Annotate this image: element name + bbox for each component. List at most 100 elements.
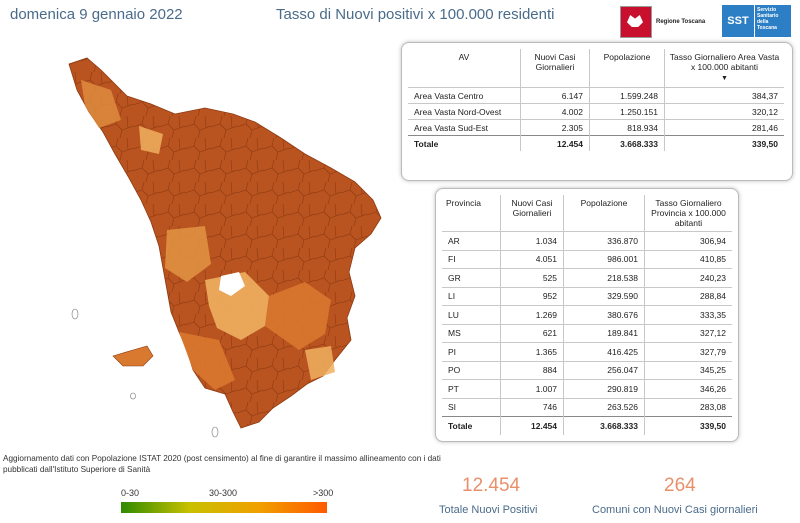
prov-casi: 525 bbox=[500, 268, 564, 287]
av-total-pop: 3.668.333 bbox=[589, 135, 665, 151]
prov-total-name: Totale bbox=[442, 416, 501, 435]
prov-tasso: 346,26 bbox=[644, 379, 732, 398]
prov-header-casi[interactable]: Nuovi Casi Giornalieri bbox=[500, 195, 564, 232]
legend-mid-label: 30-300 bbox=[209, 488, 238, 498]
table-row[interactable]: LI 952 329.590 288,84 bbox=[442, 286, 732, 306]
av-tasso: 384,37 bbox=[664, 87, 784, 104]
table-row[interactable]: AR 1.034 336.870 306,94 bbox=[442, 231, 732, 250]
prov-pop: 329.590 bbox=[563, 286, 645, 306]
table-row[interactable]: PI 1.365 416.425 327,79 bbox=[442, 342, 732, 361]
prov-pop: 336.870 bbox=[563, 231, 645, 250]
kpi-comuni-label: Comuni con Nuovi Casi giornalieri bbox=[592, 504, 758, 516]
table-row[interactable]: FI 4.051 986.001 410,85 bbox=[442, 249, 732, 269]
av-header-casi[interactable]: Nuovi Casi Giornalieri bbox=[520, 49, 590, 88]
av-name: Area Vasta Sud-Est bbox=[408, 119, 521, 136]
island-capraia bbox=[71, 308, 79, 320]
table-total-row: Totale 12.454 3.668.333 339,50 bbox=[408, 135, 784, 151]
mid-area-north bbox=[81, 80, 121, 128]
mid-area-livorno bbox=[165, 226, 211, 282]
prov-total-tasso: 339,50 bbox=[644, 416, 732, 435]
prov-name: FI bbox=[442, 249, 501, 269]
prov-tasso: 240,23 bbox=[644, 268, 732, 287]
prov-name: MS bbox=[442, 323, 501, 343]
kpi-comuni-value: 264 bbox=[664, 475, 696, 496]
av-name: Area Vasta Centro bbox=[408, 87, 521, 104]
legend-high-label: >300 bbox=[313, 488, 334, 498]
prov-casi: 746 bbox=[500, 397, 564, 417]
prov-header-provincia[interactable]: Provincia bbox=[446, 198, 481, 208]
table-row[interactable]: GR 525 218.538 240,23 bbox=[442, 268, 732, 287]
prov-tasso: 345,25 bbox=[644, 360, 732, 380]
area-vasta-table: AV Nuovi Casi Giornalieri Popolazione Ta… bbox=[408, 49, 784, 151]
av-casi: 6.147 bbox=[520, 87, 590, 104]
data-update-note: Aggiornamento dati con Popolazione ISTAT… bbox=[3, 454, 441, 474]
prov-casi: 952 bbox=[500, 286, 564, 306]
area-vasta-table-card: AV Nuovi Casi Giornalieri Popolazione Ta… bbox=[401, 42, 793, 181]
prov-pop: 416.425 bbox=[563, 342, 645, 361]
kpi-total-positivi-value: 12.454 bbox=[462, 475, 521, 496]
prov-casi: 1.365 bbox=[500, 342, 564, 361]
prov-name: LI bbox=[442, 286, 501, 306]
av-header-tasso[interactable]: Tasso Giornaliero Area Vasta x 100.000 a… bbox=[664, 49, 784, 88]
table-row[interactable]: Area Vasta Sud-Est 2.305 818.934 281,46 bbox=[408, 119, 784, 136]
av-total-tasso: 339,50 bbox=[664, 135, 784, 151]
table-row[interactable]: MS 621 189.841 327,12 bbox=[442, 323, 732, 343]
light-area-lucca bbox=[139, 126, 163, 154]
prov-casi: 1.269 bbox=[500, 305, 564, 324]
prov-name: SI bbox=[442, 397, 501, 417]
prov-name: LU bbox=[442, 305, 501, 324]
prov-pop: 263.526 bbox=[563, 397, 645, 417]
tuscany-choropleth-map[interactable] bbox=[55, 50, 395, 445]
av-header-tasso-label: Tasso Giornaliero Area Vasta x 100.000 a… bbox=[669, 52, 780, 72]
island-giglio bbox=[211, 426, 219, 438]
prov-casi: 621 bbox=[500, 323, 564, 343]
island-elba bbox=[112, 345, 154, 367]
table-row[interactable]: LU 1.269 380.676 333,35 bbox=[442, 305, 732, 324]
mid-area-siena bbox=[265, 282, 331, 350]
legend-low-label: 0-30 bbox=[121, 488, 140, 498]
prov-pop: 290.819 bbox=[563, 379, 645, 398]
prov-header-tasso[interactable]: Tasso Giornaliero Provincia x 100.000 ab… bbox=[644, 195, 732, 232]
sst-logo-text: Servizio Sanitario della Toscana bbox=[755, 5, 791, 37]
map-hole bbox=[219, 272, 245, 296]
prov-header-pop[interactable]: Popolazione bbox=[563, 195, 645, 232]
av-tasso: 281,46 bbox=[664, 119, 784, 136]
prov-tasso: 306,94 bbox=[644, 231, 732, 250]
table-row[interactable]: Area Vasta Centro 6.147 1.599.248 384,37 bbox=[408, 87, 784, 104]
av-pop: 1.250.151 bbox=[589, 103, 665, 120]
provincia-table-card: Provincia Nuovi Casi Giornalieri Popolaz… bbox=[435, 188, 739, 442]
page-title: Tasso di Nuovi positivi x 100.000 reside… bbox=[276, 6, 555, 23]
prov-name: PO bbox=[442, 360, 501, 380]
prov-casi: 1.007 bbox=[500, 379, 564, 398]
prov-tasso: 283,08 bbox=[644, 397, 732, 417]
sort-desc-icon[interactable]: ▼ bbox=[721, 75, 728, 82]
prov-name: PT bbox=[442, 379, 501, 398]
table-row[interactable]: PT 1.007 290.819 346,26 bbox=[442, 379, 732, 398]
prov-pop: 218.538 bbox=[563, 268, 645, 287]
provincia-table: Provincia Nuovi Casi Giornalieri Popolaz… bbox=[442, 195, 732, 435]
island-pianosa bbox=[130, 392, 136, 400]
table-row[interactable]: Area Vasta Nord-Ovest 4.002 1.250.151 32… bbox=[408, 103, 784, 120]
av-name: Area Vasta Nord-Ovest bbox=[408, 103, 521, 120]
av-pop: 1.599.248 bbox=[589, 87, 665, 104]
pegasus-flag-icon bbox=[620, 6, 652, 38]
prov-name: GR bbox=[442, 268, 501, 287]
prov-name: AR bbox=[442, 231, 501, 250]
av-casi: 4.002 bbox=[520, 103, 590, 120]
table-row[interactable]: SI 746 263.526 283,08 bbox=[442, 397, 732, 417]
table-row[interactable]: PO 884 256.047 345,25 bbox=[442, 360, 732, 380]
prov-pop: 189.841 bbox=[563, 323, 645, 343]
prov-tasso: 410,85 bbox=[644, 249, 732, 269]
prov-tasso: 288,84 bbox=[644, 286, 732, 306]
prov-tasso: 333,35 bbox=[644, 305, 732, 324]
prov-pop: 380.676 bbox=[563, 305, 645, 324]
table-total-row: Totale 12.454 3.668.333 339,50 bbox=[442, 416, 732, 435]
prov-pop: 256.047 bbox=[563, 360, 645, 380]
av-total-casi: 12.454 bbox=[520, 135, 590, 151]
av-header-pop[interactable]: Popolazione bbox=[589, 49, 665, 88]
av-header-av[interactable]: AV bbox=[458, 52, 470, 62]
prov-name: PI bbox=[442, 342, 501, 361]
prov-tasso: 327,79 bbox=[644, 342, 732, 361]
av-pop: 818.934 bbox=[589, 119, 665, 136]
prov-total-pop: 3.668.333 bbox=[563, 416, 645, 435]
